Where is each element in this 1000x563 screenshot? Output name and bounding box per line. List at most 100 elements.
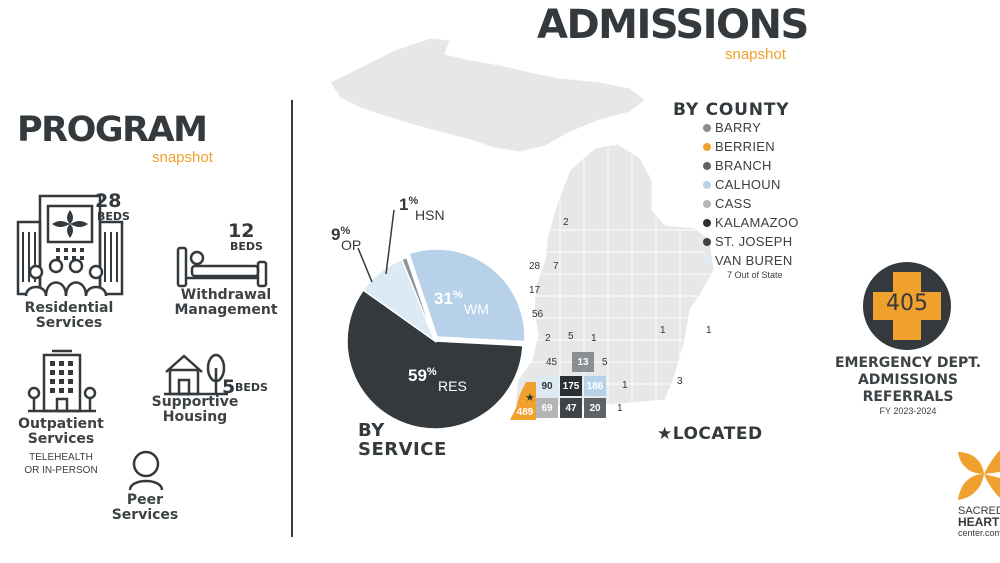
county-box-van-buren: 90 <box>536 376 558 396</box>
pie-label-res: 59% RES <box>408 366 467 394</box>
pie-hsn-name: HSN <box>415 207 445 223</box>
residential-label: Residential Services <box>5 301 133 331</box>
legend-dot <box>703 256 711 265</box>
pie-label-hsn: 1% HSN <box>399 195 445 233</box>
county-box-calhoun: 186 <box>584 376 606 396</box>
legend-label: VAN BUREN <box>715 253 793 268</box>
withdrawal-label-line1: Withdrawal <box>180 287 272 303</box>
pie-res-pct: 59 <box>408 366 427 385</box>
supportive-label-line2: Housing <box>162 409 228 425</box>
emergency-label-line1: EMERGENCY DEPT. <box>834 355 982 371</box>
residential-label-line2: Services <box>35 315 103 331</box>
located-star-icon: ★ <box>657 424 673 444</box>
legend-item-kalamazoo: KALAMAZOO <box>703 213 799 232</box>
pie-leader-lines <box>357 209 395 283</box>
legend-label: KALAMAZOO <box>715 215 799 230</box>
withdrawal-label: Withdrawal Management <box>170 288 282 318</box>
pie-slice-res <box>346 288 524 430</box>
admissions-title: ADMISSIONS <box>537 2 809 48</box>
office-building-icon <box>27 349 97 413</box>
outpatient-sub-line1: TELEHEALTH <box>29 452 93 463</box>
house-tree-icon <box>164 353 228 396</box>
county-box-cass: 69 <box>536 398 558 418</box>
outpatient-label-line2: Services <box>27 431 95 447</box>
legend-dot <box>703 218 711 227</box>
outpatient-sub-line2: OR IN-PERSON <box>24 465 98 476</box>
count-label: 1 <box>617 403 623 414</box>
count-label: 5 <box>568 331 574 342</box>
legend-item-berrien: BERRIEN <box>703 137 799 156</box>
legend-item-van-buren: VAN BUREN <box>703 251 799 270</box>
count-label: 2 <box>545 333 551 344</box>
count-label: 28 <box>529 261 541 272</box>
peer-label-line1: Peer <box>126 492 164 508</box>
legend-item-branch: BRANCH <box>703 156 799 175</box>
pie-hsn-pct: 1 <box>399 195 409 214</box>
county-box-st-joseph: 47 <box>560 398 582 418</box>
legend-label: BARRY <box>715 120 762 135</box>
legend-item-cass: CASS <box>703 194 799 213</box>
county-box-barry: 13 <box>572 352 594 372</box>
county-box-branch: 20 <box>584 398 606 418</box>
supportive-beds-number: 5 <box>222 376 236 398</box>
residential-label-line1: Residential <box>24 300 114 316</box>
service-pie-chart <box>346 248 526 430</box>
pie-slice-wm <box>407 248 526 343</box>
legend-label: ST. JOSEPH <box>715 234 793 249</box>
pie-op-pct: 9 <box>331 225 341 244</box>
legend-dot <box>703 180 711 189</box>
out-of-state-note: 7 Out of State <box>727 270 783 280</box>
by-service-title-line2: SERVICE <box>358 439 447 460</box>
pie-op-name: OP <box>341 237 362 253</box>
legend-dot <box>703 237 711 246</box>
withdrawal-beds-number: 12 <box>228 220 255 242</box>
legend-item-st-joseph: ST. JOSEPH <box>703 232 799 251</box>
sacred-heart-logo-text: SACRED HEART center.com <box>958 506 1000 539</box>
supportive-label-line1: Supportive <box>151 394 239 410</box>
emergency-cross-icon <box>863 262 951 350</box>
outpatient-label: Outpatient Services <box>2 417 120 447</box>
program-subtitle: snapshot <box>152 149 213 166</box>
count-label: 1 <box>622 380 628 391</box>
peer-label: Peer Services <box>100 493 190 523</box>
residential-beds-label: BEDS <box>97 210 130 223</box>
county-legend: BARRY BERRIEN BRANCH CALHOUN CASS KALAMAZOO ST… <box>703 118 799 270</box>
program-title: PROGRAM <box>17 110 208 150</box>
bed-icon <box>176 246 268 288</box>
count-label: 2 <box>563 217 569 228</box>
by-county-title: BY COUNTY <box>673 100 790 120</box>
pie-label-op: 9% OP <box>331 225 361 263</box>
emergency-label-line3: REFERRALS <box>862 389 954 405</box>
pie-op-pct-sign: % <box>340 225 351 237</box>
county-box-berrien <box>510 382 536 420</box>
located-legend: ★LOCATED <box>657 424 763 444</box>
pie-wm-pct: 31 <box>434 289 453 308</box>
legend-label: BRANCH <box>715 158 772 173</box>
pie-slice-hsn <box>400 256 436 342</box>
supportive-label: Supportive Housing <box>145 395 245 425</box>
legend-dot <box>703 161 711 170</box>
count-label: 1 <box>706 325 712 336</box>
pie-label-wm: 31% WM <box>434 289 489 317</box>
count-berrien: 489 <box>516 407 534 418</box>
by-service-title-line1: BY <box>358 420 385 441</box>
section-divider <box>291 100 293 537</box>
count-label: 56 <box>532 309 544 320</box>
count-label: 3 <box>677 376 683 387</box>
count-label: 17 <box>529 285 541 296</box>
located-label: LOCATED <box>672 424 763 444</box>
emergency-number: 405 <box>886 291 928 316</box>
supportive-beds-label: BEDS <box>235 381 268 394</box>
pie-res-name: RES <box>438 378 467 394</box>
pie-hsn-pct-sign: % <box>408 195 419 207</box>
legend-dot <box>703 199 711 208</box>
emergency-label: EMERGENCY DEPT. ADMISSIONS REFERRALS <box>822 355 994 406</box>
logo-line1: SACRED <box>958 505 1000 517</box>
pie-wm-name: WM <box>464 301 489 317</box>
legend-item-calhoun: CALHOUN <box>703 175 799 194</box>
count-label: 1 <box>660 325 666 336</box>
michigan-map <box>329 37 715 409</box>
logo-line3: center.com <box>958 528 1000 538</box>
legend-item-barry: BARRY <box>703 118 799 137</box>
legend-label: CALHOUN <box>715 177 781 192</box>
